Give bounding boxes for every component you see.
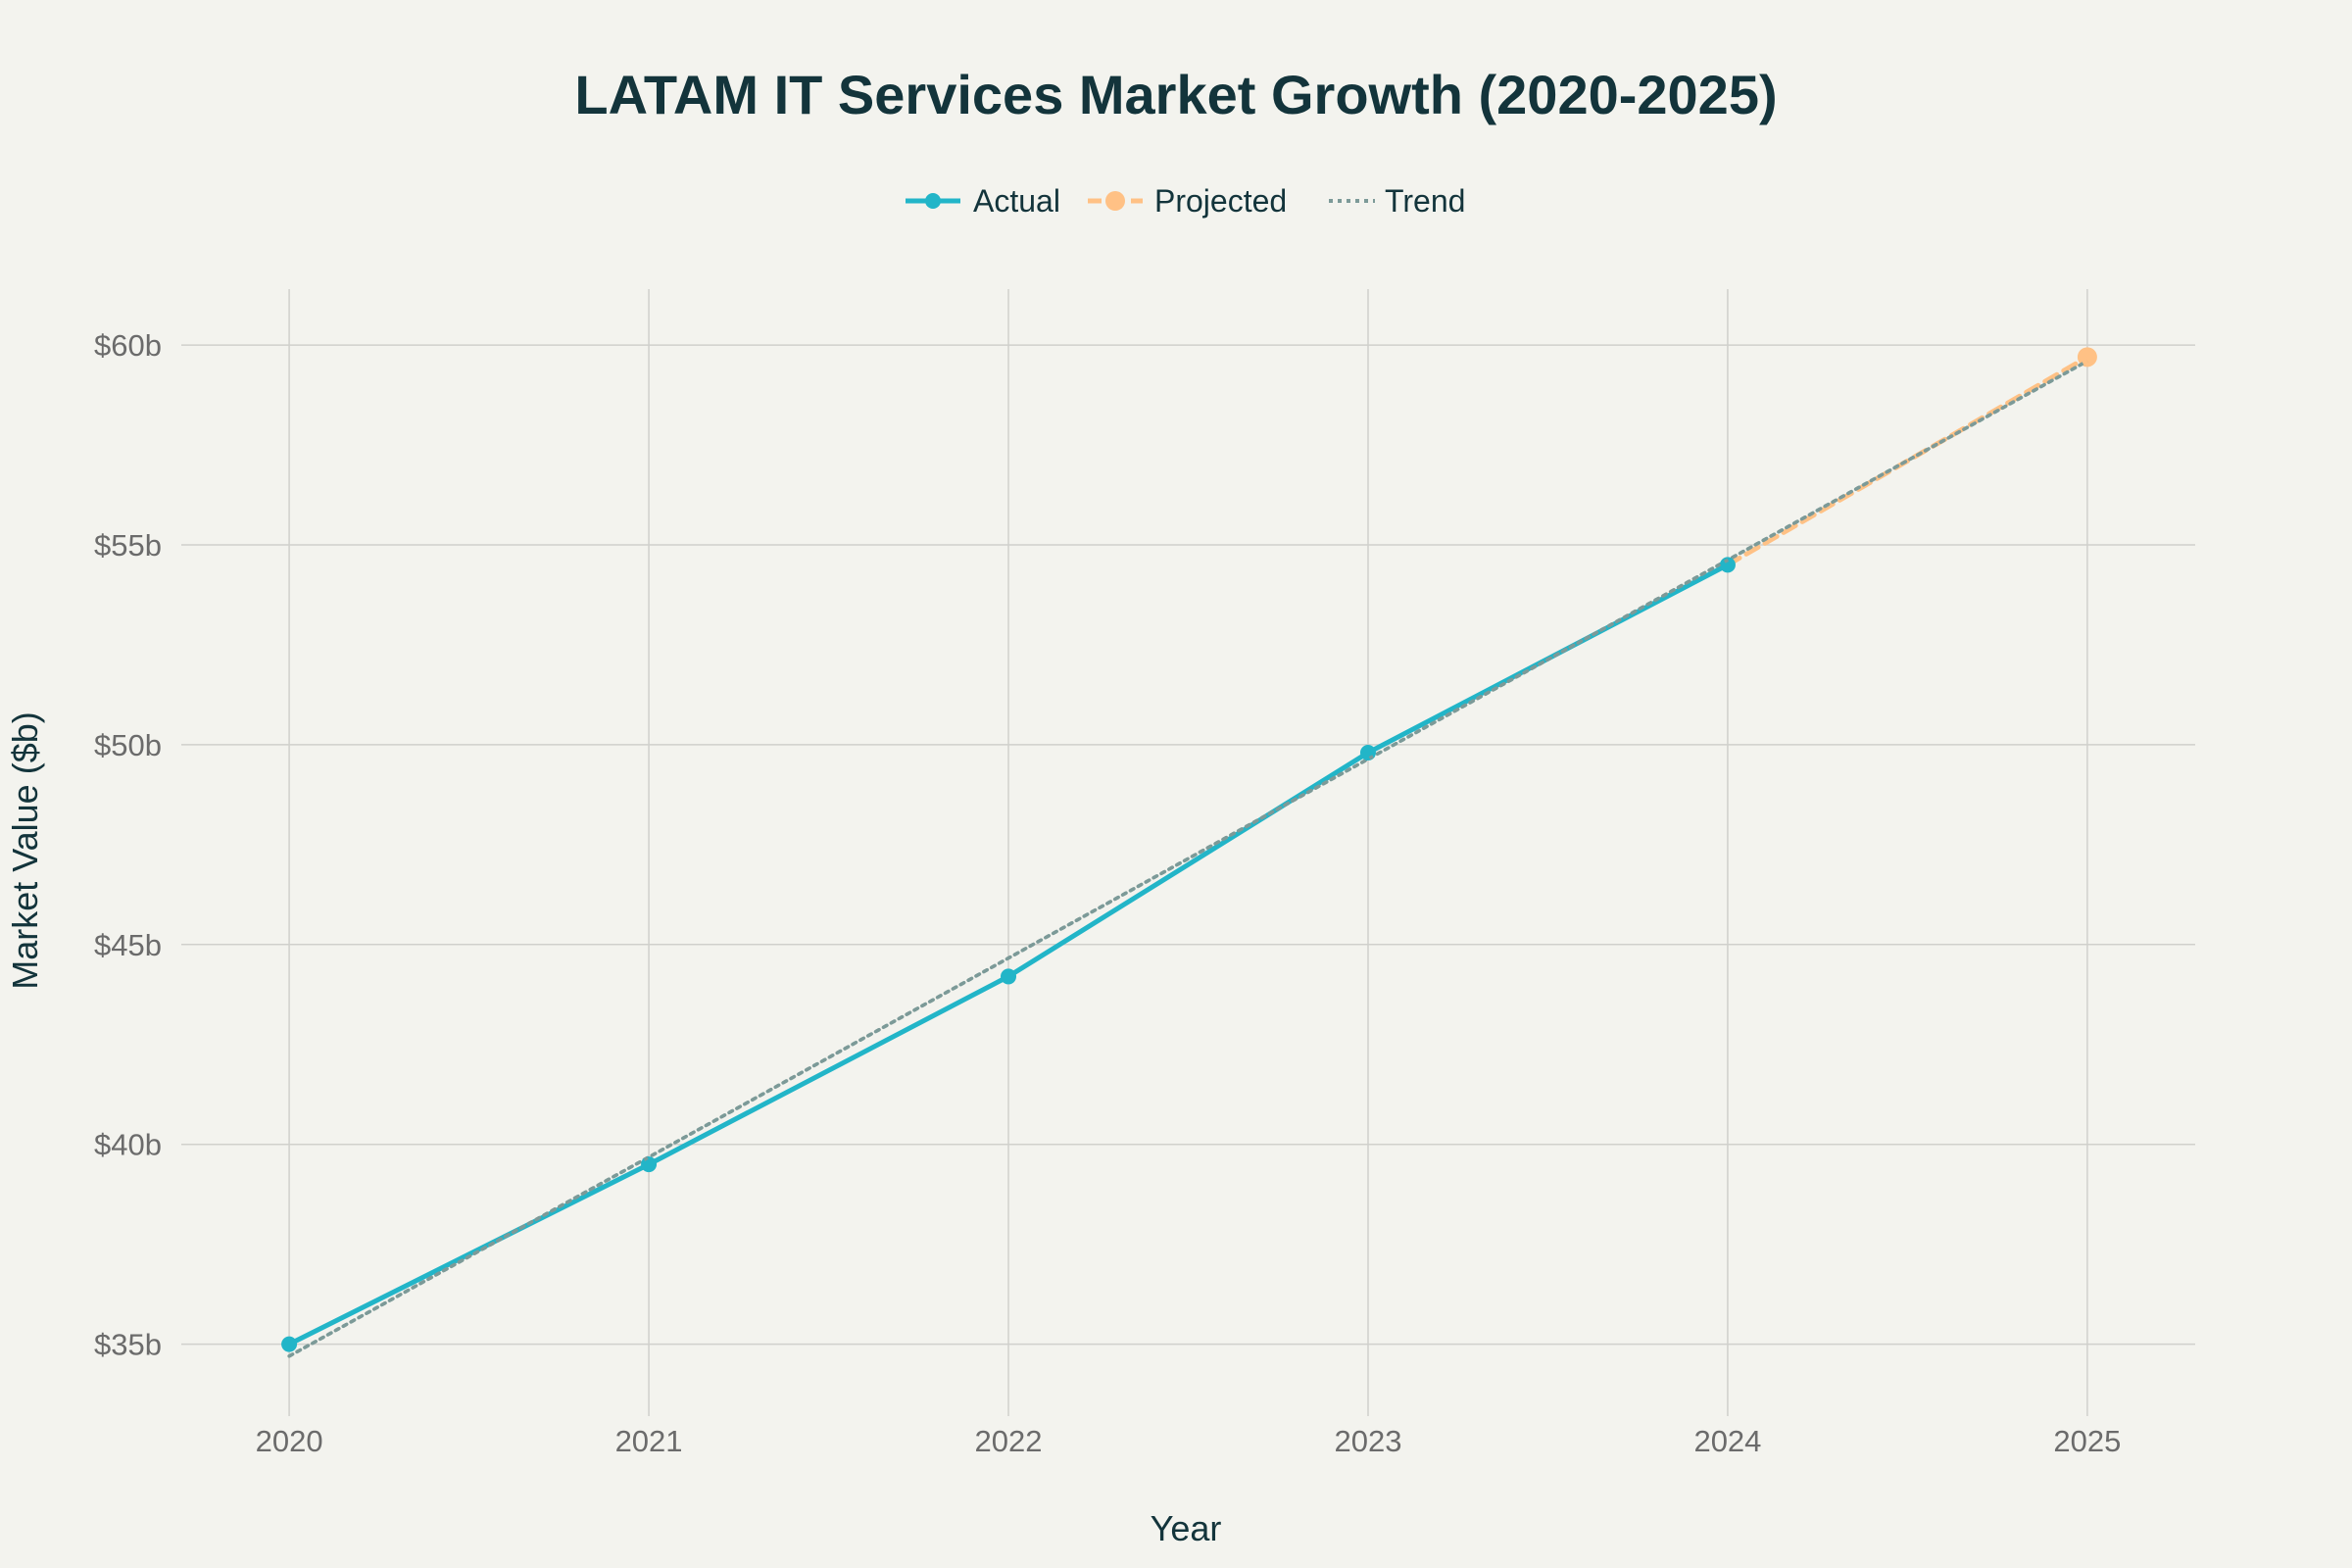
projected-data-point[interactable]	[2077, 347, 2097, 368]
y-tick-label: $60b	[94, 328, 162, 363]
x-tick-label: 2021	[615, 1424, 683, 1458]
legend: Actual Projected Trend	[906, 183, 1465, 219]
actual-data-point[interactable]	[1359, 745, 1376, 761]
x-tick-label: 2024	[1693, 1424, 1761, 1458]
legend-actual-label: Actual	[973, 183, 1060, 219]
legend-item-trend[interactable]: Trend	[1329, 183, 1465, 219]
actual-data-point[interactable]	[641, 1156, 658, 1173]
projected-series-line	[1725, 354, 2090, 567]
legend-actual-marker-icon	[925, 193, 941, 209]
x-tick-label: 2023	[1334, 1424, 1401, 1458]
grid	[181, 289, 2195, 1416]
legend-projected-label: Projected	[1154, 183, 1287, 219]
legend-item-projected[interactable]: Projected	[1088, 183, 1287, 219]
x-axis-label: Year	[1151, 1508, 1222, 1548]
x-tick-label: 2025	[2053, 1424, 2121, 1458]
y-tick-label: $35b	[94, 1328, 162, 1362]
trend-series-overlay-line	[288, 359, 2088, 1358]
legend-projected-marker-icon	[1105, 191, 1125, 211]
legend-item-actual[interactable]: Actual	[906, 183, 1060, 219]
x-tick-label: 2020	[256, 1424, 323, 1458]
plot-series	[281, 347, 2097, 1358]
y-axis-ticks: $35b $40b $45b $50b $55b $60b	[94, 328, 162, 1362]
y-tick-label: $40b	[94, 1128, 162, 1162]
y-axis-label: Market Value ($b)	[5, 711, 45, 989]
actual-data-point[interactable]	[281, 1336, 298, 1352]
actual-data-point[interactable]	[1001, 968, 1017, 985]
legend-trend-label: Trend	[1385, 183, 1465, 219]
actual-data-point[interactable]	[1719, 557, 1736, 573]
x-tick-label: 2022	[975, 1424, 1043, 1458]
chart-title: LATAM IT Services Market Growth (2020-20…	[574, 64, 1777, 125]
y-tick-label: $45b	[94, 928, 162, 962]
y-tick-label: $55b	[94, 528, 162, 563]
y-tick-label: $50b	[94, 728, 162, 762]
x-axis-ticks: 2020 2021 2022 2023 2024 2025	[256, 1424, 2122, 1458]
